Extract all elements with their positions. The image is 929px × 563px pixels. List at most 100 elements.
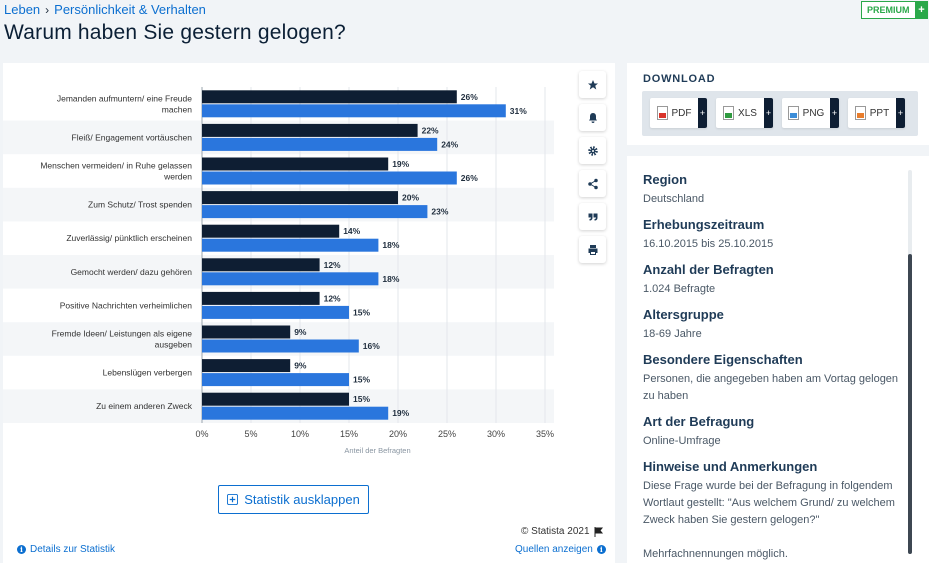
details-link[interactable]: i Details zur Statistik bbox=[17, 544, 115, 555]
expand-statistic-button[interactable]: Statistik ausklappen bbox=[218, 485, 369, 514]
plus-icon: + bbox=[896, 98, 905, 128]
plus-icon: + bbox=[698, 98, 707, 128]
download-xls-label: XLS bbox=[738, 107, 757, 119]
bar bbox=[202, 205, 428, 219]
download-pdf-label: PDF bbox=[671, 107, 692, 119]
meta-label: Region bbox=[643, 172, 688, 187]
category-label: Gemocht werden/ dazu gehören bbox=[71, 267, 193, 277]
pdf-file-swatch bbox=[658, 113, 666, 118]
print-button[interactable] bbox=[579, 236, 606, 263]
download-bar: PDF + XLS + PNG + PPT + bbox=[642, 91, 918, 136]
chart-panel: 0% 5% 10% 15% 20% 25% 30% 35% Anteil der Befragt… bbox=[3, 63, 615, 563]
meta-respondents: Anzahl der Befragten 1.024 Befragte bbox=[643, 262, 903, 298]
breadcrumb-link-persoenlichkeit[interactable]: Persönlichkeit & Verhalten bbox=[54, 2, 206, 17]
favorite-button[interactable] bbox=[579, 71, 606, 98]
flag-icon[interactable] bbox=[594, 526, 604, 537]
data-label: 15% bbox=[353, 375, 370, 385]
premium-label: PREMIUM bbox=[861, 1, 916, 19]
meta-age-group: Altersgruppe 18-69 Jahre bbox=[643, 307, 903, 343]
plus-square-icon bbox=[227, 494, 239, 505]
data-label: 22% bbox=[422, 125, 439, 135]
png-file-swatch bbox=[789, 113, 797, 118]
meta-label: Altersgruppe bbox=[643, 307, 724, 322]
settings-button[interactable] bbox=[579, 137, 606, 164]
meta-label: Besondere Eigenschaften bbox=[643, 352, 803, 367]
download-xls-button[interactable]: XLS + bbox=[716, 98, 773, 128]
category-label: Fremde Ideen/ Leistungen als eigene bbox=[52, 329, 193, 339]
png-file-icon bbox=[787, 106, 799, 120]
category-label: Zum Schutz/ Trost spenden bbox=[88, 200, 192, 210]
category-label: machen bbox=[162, 104, 193, 114]
copyright: © Statista 2021 bbox=[521, 526, 604, 537]
bar bbox=[202, 137, 438, 151]
bar bbox=[202, 392, 349, 406]
bar-chart: 0% 5% 10% 15% 20% 25% 30% 35% Anteil der Befragt… bbox=[3, 87, 554, 455]
download-ppt-button[interactable]: PPT + bbox=[848, 98, 905, 128]
data-label: 12% bbox=[324, 293, 341, 303]
x-tick-label: 35% bbox=[536, 429, 554, 439]
category-label: Positive Nachrichten verheimlichen bbox=[60, 300, 193, 310]
sources-link[interactable]: Quellen anzeigen i bbox=[515, 544, 606, 555]
share-button[interactable] bbox=[579, 170, 606, 197]
bar bbox=[202, 325, 291, 339]
meta-value: 16.10.2015 bis 25.10.2015 bbox=[643, 238, 774, 250]
breadcrumb: Leben › Persönlichkeit & Verhalten bbox=[4, 2, 206, 17]
bar bbox=[202, 406, 389, 420]
category-label: Zu einem anderen Zweck bbox=[96, 401, 193, 411]
cite-button[interactable] bbox=[579, 203, 606, 230]
x-tick-label: 25% bbox=[438, 429, 456, 439]
x-tick-label: 30% bbox=[487, 429, 505, 439]
data-label: 18% bbox=[382, 274, 399, 284]
bar bbox=[202, 191, 398, 205]
pdf-file-icon bbox=[656, 106, 668, 120]
category-label: werden bbox=[163, 172, 192, 182]
print-icon bbox=[588, 244, 597, 255]
data-label: 18% bbox=[382, 240, 399, 250]
sources-link-label: Quellen anzeigen bbox=[515, 544, 593, 555]
download-panel: DOWNLOAD PDF + XLS + PNG + bbox=[627, 63, 929, 145]
info-icon: i bbox=[17, 545, 26, 554]
bar bbox=[202, 373, 349, 387]
meta-value: Personen, die angegeben haben am Vortag … bbox=[643, 373, 902, 402]
download-png-button[interactable]: PNG + bbox=[782, 98, 839, 128]
notification-button[interactable] bbox=[579, 104, 606, 131]
meta-label: Hinweise und Anmerkungen bbox=[643, 459, 818, 474]
bell-icon bbox=[588, 112, 597, 123]
data-label: 23% bbox=[431, 207, 448, 217]
ppt-file-swatch bbox=[856, 113, 864, 118]
bar bbox=[202, 339, 359, 353]
meta-value: 1.024 Befragte bbox=[643, 283, 716, 295]
bar bbox=[202, 305, 349, 319]
meta-survey-type: Art der Befragung Online-Umfrage bbox=[643, 414, 903, 450]
data-label: 19% bbox=[392, 159, 409, 169]
download-png-label: PNG bbox=[802, 107, 825, 119]
bar bbox=[202, 258, 320, 272]
details-scrollbar-thumb[interactable] bbox=[908, 254, 912, 554]
premium-badge[interactable]: PREMIUM + bbox=[861, 1, 928, 19]
bar bbox=[202, 291, 320, 305]
details-link-label: Details zur Statistik bbox=[30, 544, 116, 555]
meta-label: Art der Befragung bbox=[643, 414, 755, 429]
plus-icon: + bbox=[764, 98, 773, 128]
details-scrollbar[interactable] bbox=[908, 170, 912, 554]
star-icon bbox=[587, 79, 598, 89]
download-pdf-button[interactable]: PDF + bbox=[650, 98, 707, 128]
meta-value: 18-69 Jahre bbox=[643, 328, 702, 340]
chart-toolbar bbox=[579, 71, 606, 263]
meta-label: Erhebungszeitraum bbox=[643, 217, 765, 232]
ppt-file-icon bbox=[854, 106, 866, 120]
breadcrumb-link-leben[interactable]: Leben bbox=[4, 2, 41, 17]
expand-statistic-label: Statistik ausklappen bbox=[244, 492, 360, 507]
bar bbox=[202, 104, 506, 118]
bar bbox=[202, 272, 379, 286]
x-axis-title: Anteil der Befragten bbox=[344, 446, 410, 455]
bar bbox=[202, 157, 389, 171]
data-label: 15% bbox=[353, 394, 370, 404]
bar bbox=[202, 238, 379, 252]
download-title: DOWNLOAD bbox=[643, 73, 716, 85]
meta-value: Diese Frage wurde bei der Befragung in f… bbox=[643, 480, 895, 560]
data-label: 15% bbox=[353, 307, 370, 317]
bar bbox=[202, 123, 418, 137]
category-label: Menschen vermeiden/ in Ruhe gelassen bbox=[40, 161, 192, 171]
data-label: 24% bbox=[441, 139, 458, 149]
